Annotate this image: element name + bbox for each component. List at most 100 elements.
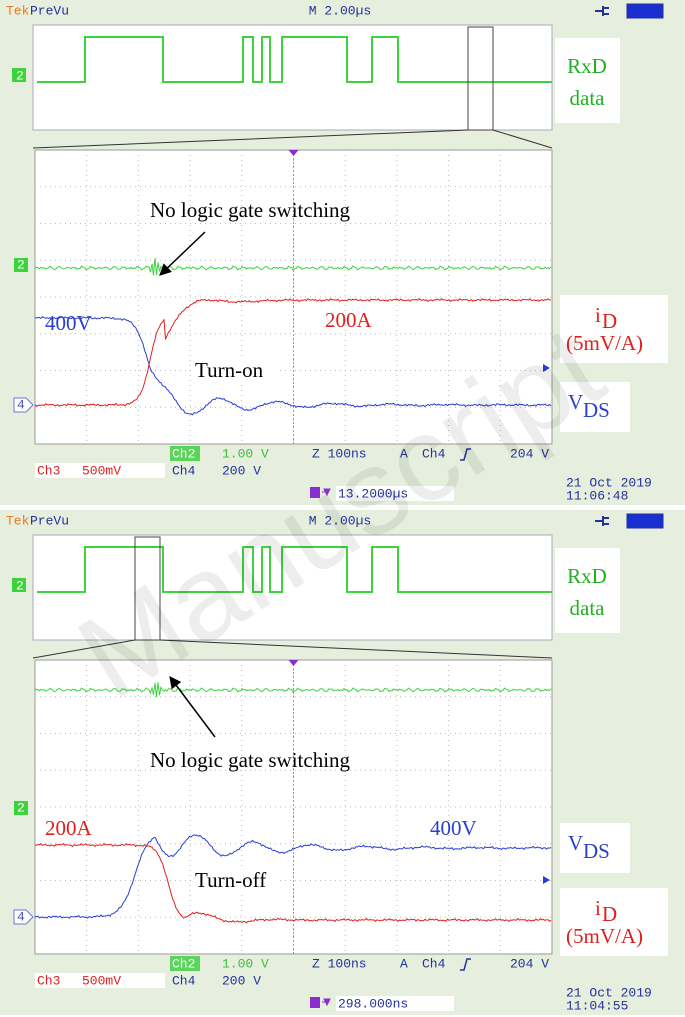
channel-marker: 2 [16, 578, 24, 593]
voltage-axis-symbol: V [568, 390, 583, 414]
current-axis-symbol: i [595, 896, 601, 920]
status: 500mV [82, 463, 121, 478]
status-date: 21 Oct 2019 [566, 475, 652, 490]
battery-icon [626, 3, 664, 19]
scope-panel: Tek PreVu M 2.00µs RxD data 2 2 4 No logic gate … [0, 0, 685, 505]
preview-box [32, 24, 553, 131]
status: 1.00 V [222, 956, 269, 971]
voltage-axis-box [560, 382, 630, 432]
status-bg [336, 486, 454, 501]
voltage-label: 400V [430, 816, 477, 840]
current-label: 200A [45, 816, 93, 840]
trigger-marker [288, 150, 299, 156]
marker [13, 397, 34, 413]
brand: Tek [6, 3, 30, 18]
label-bg [193, 360, 279, 384]
timebase: M 2.00µs [309, 513, 371, 528]
top-bar [0, 0, 685, 22]
status: 500mV [82, 973, 121, 988]
marker [12, 68, 26, 82]
current-axis-subscript: D [602, 902, 617, 926]
zoom-window [134, 536, 161, 641]
status: 200 V [222, 973, 261, 988]
preview-trace [37, 36, 552, 83]
annotation: No logic gate switching [150, 748, 351, 772]
position-icon [310, 487, 320, 498]
mode: PreVu [30, 3, 69, 18]
ch2-trace [34, 682, 552, 698]
position-arrow [322, 488, 331, 497]
current-axis-scale: (5mV/A) [566, 331, 643, 355]
channel-marker: 4 [17, 909, 25, 924]
voltage-axis-subscript: DS [583, 839, 610, 863]
voltage-axis-subscript: DS [583, 398, 610, 422]
status-bg [336, 996, 454, 1011]
status: Ch2 [172, 446, 195, 461]
status: A [400, 956, 408, 971]
voltage-axis-box [560, 823, 630, 873]
preview-label: RxD [567, 54, 607, 78]
status-date: 21 Oct 2019 [566, 985, 652, 1000]
status-position: 298.000ns [338, 996, 408, 1011]
brand: Tek [6, 513, 30, 528]
status: Ch4 [422, 446, 446, 461]
current-axis-subscript: D [602, 309, 617, 333]
channel-marker: 2 [17, 257, 25, 272]
channel-marker: 2 [17, 800, 25, 815]
status: Ch4 [172, 973, 196, 988]
ch2-badge [170, 446, 200, 461]
current-axis-box [560, 295, 668, 363]
status: Z 100ns [312, 956, 367, 971]
ch4-trace [34, 316, 552, 416]
trigger-marker [288, 660, 299, 666]
annotation-arrow [159, 231, 206, 276]
preview-label: data [570, 596, 606, 620]
status-time: 11:06:48 [566, 488, 628, 503]
marker [13, 909, 34, 925]
event-label: Turn-on [195, 358, 264, 382]
voltage-label: 400V [45, 311, 92, 335]
plug-icon [595, 516, 609, 526]
scope-panel: Tek PreVu M 2.00µs RxD data 2 2 4 No logic gate … [0, 510, 685, 1015]
mode: PreVu [30, 513, 69, 528]
ch3-trace [34, 842, 552, 924]
status: Ch3 [37, 973, 60, 988]
status: 204 V [510, 446, 549, 461]
timebase: M 2.00µs [309, 3, 371, 18]
preview-label: data [570, 86, 606, 110]
status-position: 13.2000µs [338, 486, 408, 501]
status-bg [35, 463, 165, 478]
position-icon [310, 997, 320, 1008]
status: Ch4 [172, 463, 196, 478]
zoom-lines [32, 639, 553, 659]
channel-marker: 4 [17, 397, 25, 412]
status: 1.00 V [222, 446, 269, 461]
status: Ch2 [172, 956, 195, 971]
status-time: 11:04:55 [566, 998, 628, 1013]
battery-icon [626, 513, 664, 529]
level-marker [543, 364, 550, 372]
preview-trace [37, 546, 552, 593]
trigger-slope [460, 448, 471, 461]
ch2-trace [34, 258, 552, 276]
ch2-badge [170, 956, 200, 971]
status: Ch3 [37, 463, 60, 478]
marker [14, 258, 28, 272]
marker [12, 578, 26, 592]
current-axis-scale: (5mV/A) [566, 924, 643, 948]
label-bg [193, 870, 279, 894]
status: Z 100ns [312, 446, 367, 461]
trigger-slope [460, 958, 471, 971]
marker [14, 801, 28, 815]
event-label: Turn-off [195, 868, 266, 892]
current-label: 200A [325, 308, 373, 332]
plug-icon [595, 6, 609, 16]
zoom-window [467, 26, 494, 131]
annotation: No logic gate switching [150, 198, 351, 222]
preview-box [32, 534, 553, 641]
status: Ch4 [422, 956, 446, 971]
top-bar [0, 510, 685, 532]
status: A [400, 446, 408, 461]
status: 204 V [510, 956, 549, 971]
